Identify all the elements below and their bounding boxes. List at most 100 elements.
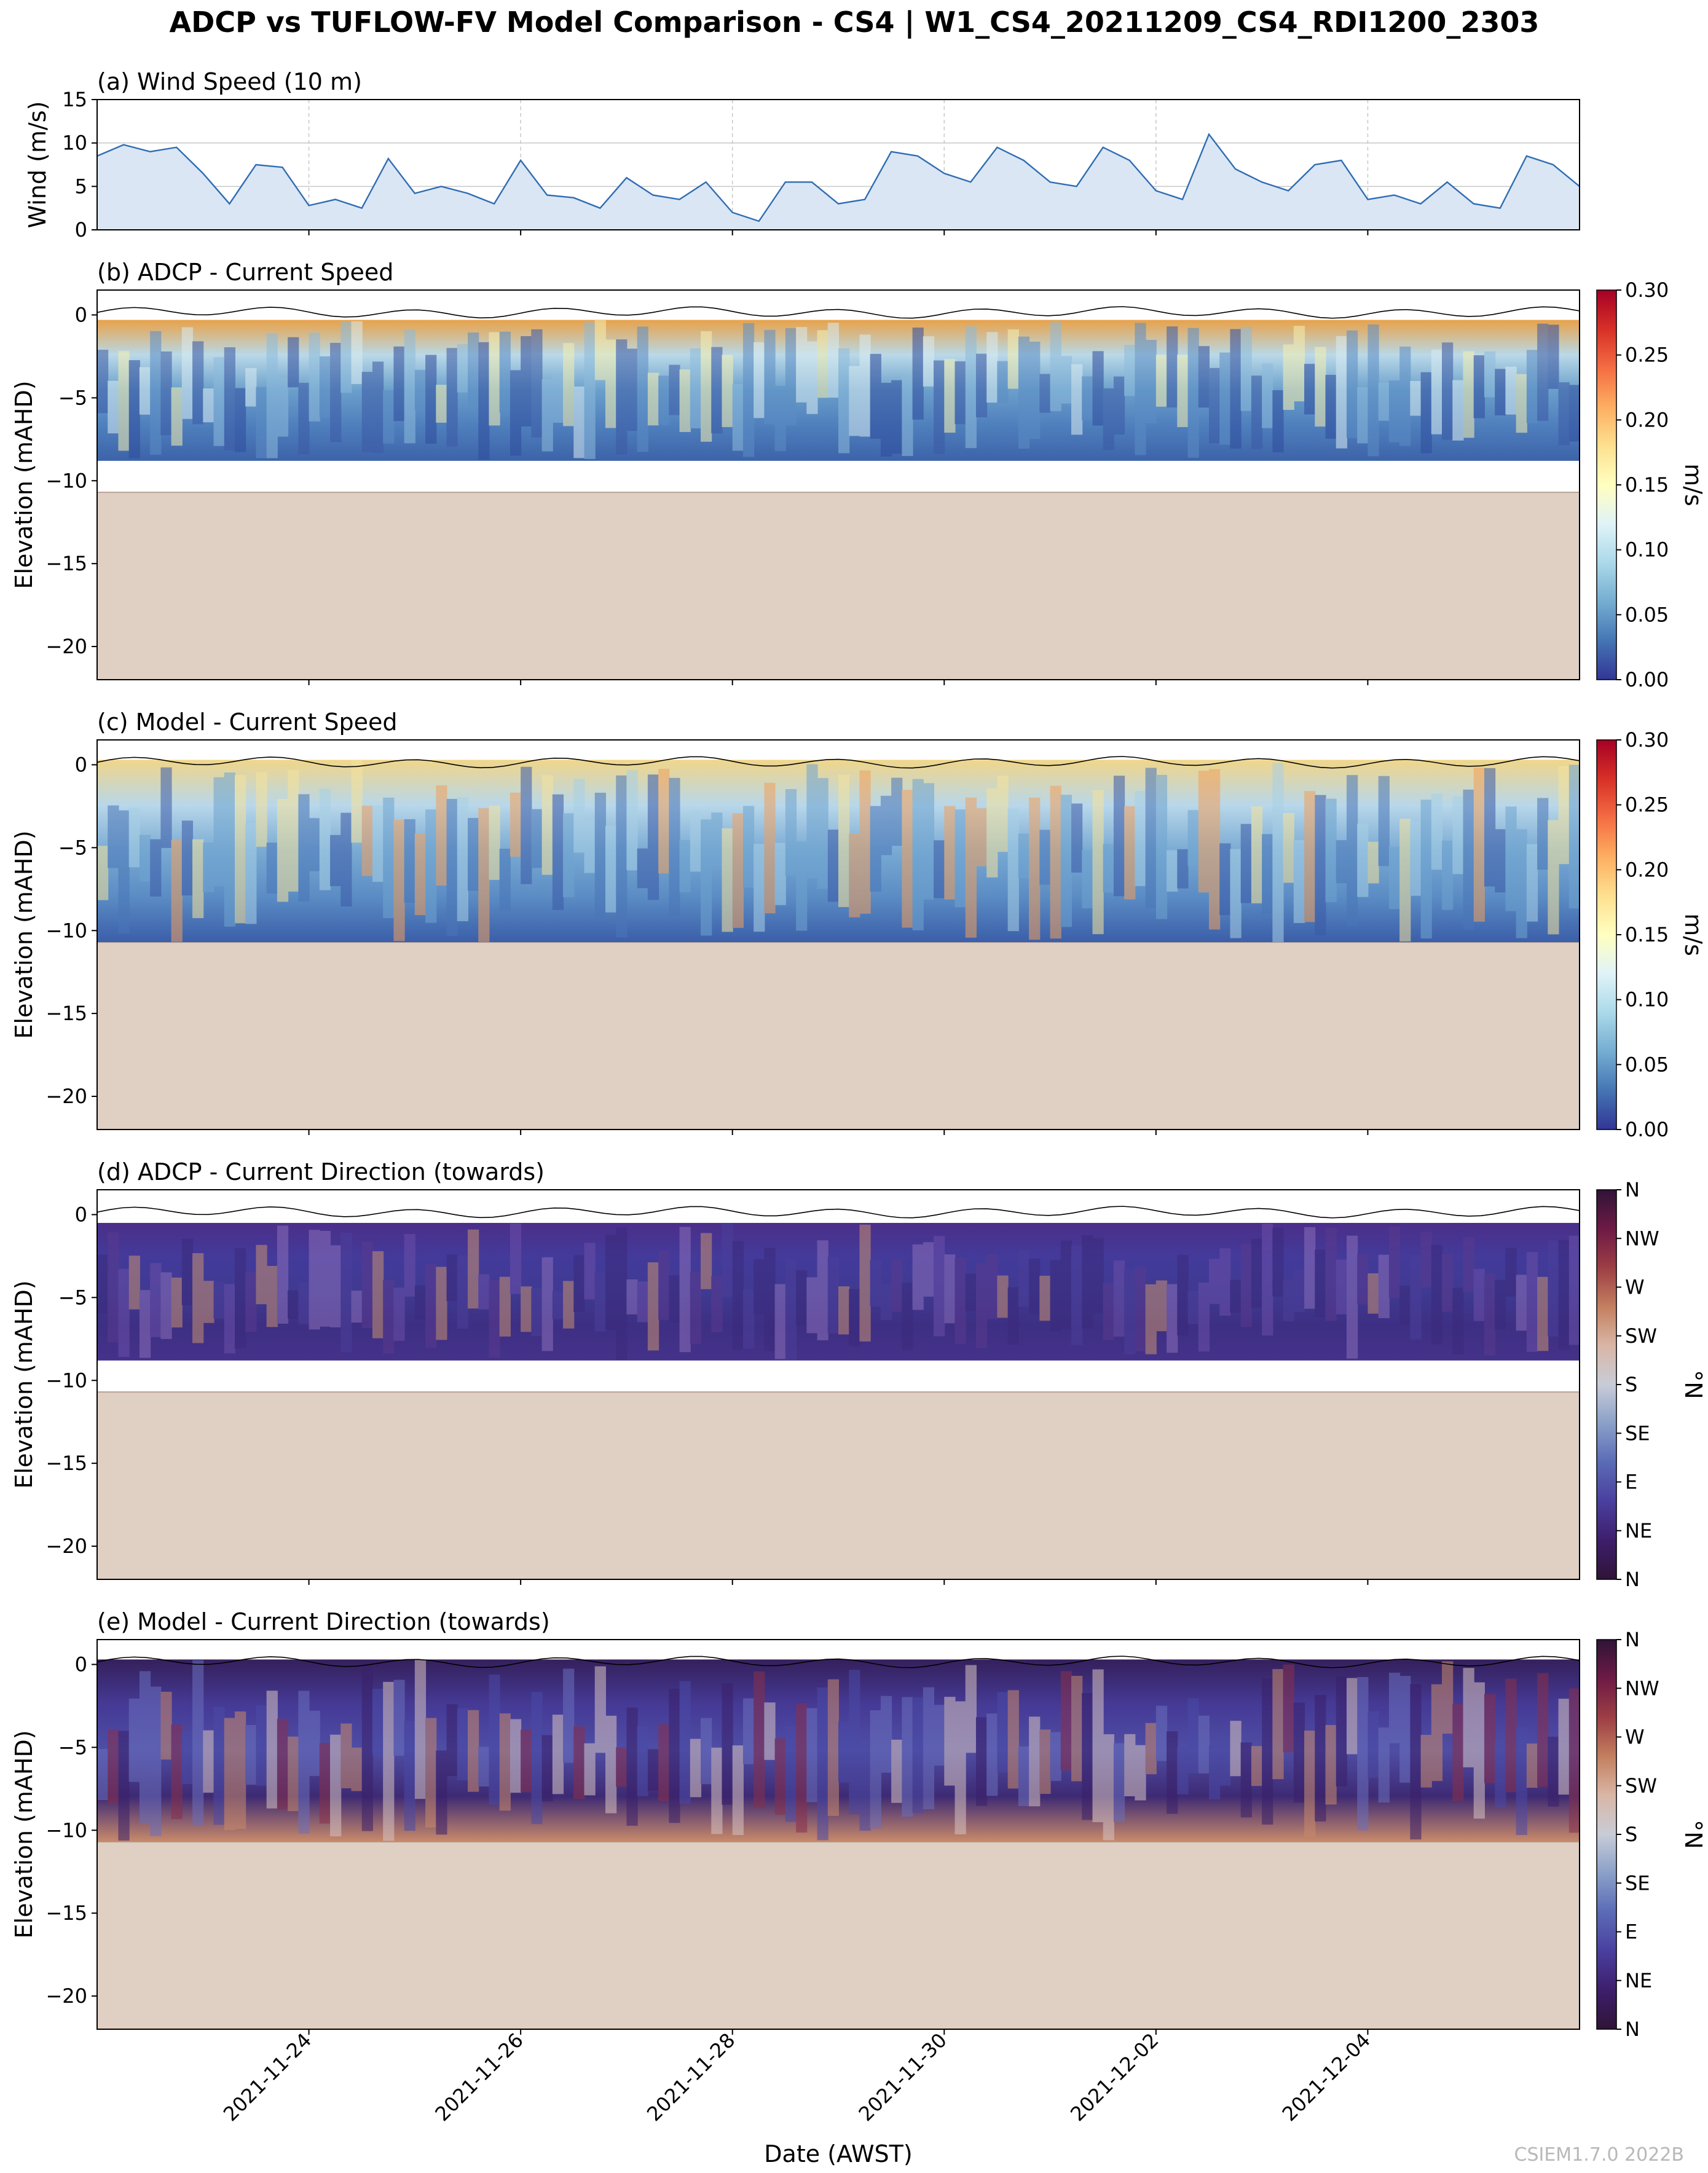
heatmap-cell (1548, 820, 1559, 935)
heatmap-cell (817, 1240, 828, 1341)
heatmap-cell (1357, 823, 1369, 897)
heatmap-cell (234, 1711, 246, 1829)
heatmap-cell (97, 350, 109, 414)
heatmap-cell (1537, 1276, 1549, 1351)
heatmap-cell (1420, 800, 1432, 939)
heatmap-cell (436, 785, 447, 886)
heatmap-cell (1463, 1237, 1474, 1292)
heatmap-cell (954, 1701, 966, 1834)
heatmap-cell (1420, 1735, 1432, 1788)
heatmap-cell (1431, 1244, 1443, 1345)
heatmap-cell (1537, 323, 1549, 421)
heatmap-cell (351, 1747, 363, 1791)
heatmap-cell (393, 346, 405, 422)
heatmap-cell (605, 1235, 617, 1330)
heatmap-cell (891, 380, 903, 454)
heatmap-cell (128, 808, 140, 868)
heatmap-cell (478, 1747, 490, 1787)
heatmap-cell (732, 384, 744, 451)
heatmap-cell (1526, 350, 1538, 423)
heatmap-cell (934, 360, 945, 454)
heatmap-cell (1018, 1747, 1030, 1806)
heatmap-cell (1495, 369, 1506, 415)
heatmap-cell (266, 333, 278, 458)
heatmap-cell (1007, 1690, 1019, 1789)
heatmap-cell (1473, 355, 1485, 418)
heatmap-cell (796, 327, 808, 403)
heatmap-cell (139, 1290, 151, 1358)
heatmap-cell (1251, 806, 1263, 903)
heatmap-cell (891, 777, 903, 846)
colorbar-tick-label: SE (1625, 1421, 1650, 1445)
y-tick-label: 0 (75, 1652, 87, 1676)
heatmap-cell (478, 1274, 490, 1310)
water-surface-line (96, 756, 1580, 769)
heatmap-cell (880, 795, 892, 855)
heatmap-cell (1262, 363, 1273, 428)
heatmap-cell (224, 772, 235, 927)
heatmap-cell (309, 1710, 320, 1776)
heatmap-cell (1452, 1703, 1464, 1801)
heatmap-cell (1399, 1676, 1411, 1783)
heatmap-cell (754, 342, 765, 418)
heatmap-cell (414, 1285, 427, 1320)
heatmap-cell (531, 1692, 543, 1825)
colorbar-tick-label: 0.25 (1625, 344, 1669, 367)
heatmap-cell (1484, 351, 1496, 398)
heatmap-cell (108, 1232, 119, 1343)
heatmap-cell (160, 1272, 172, 1339)
heatmap-cell (1272, 390, 1284, 453)
heatmap-cell (1167, 1284, 1178, 1353)
heatmap-cell (690, 811, 702, 872)
heatmap-cell (521, 1286, 532, 1332)
heatmap-cell (309, 332, 320, 422)
heatmap-cell (658, 375, 670, 425)
heatmap-cell (1283, 1279, 1294, 1322)
heatmap-cell (150, 331, 162, 455)
heatmap-cell (383, 390, 395, 444)
heatmap-cell (658, 1251, 670, 1320)
heatmap-cell (1092, 1669, 1104, 1823)
heatmap-cell (298, 383, 310, 455)
heatmap-cell (383, 1279, 395, 1354)
heatmap-cell (372, 805, 384, 882)
heatmap-cell (806, 341, 818, 414)
panel-e-yticks: 0 −5 −10 −15 −20 (45, 1652, 97, 2008)
heatmap-cell (986, 788, 998, 878)
heatmap-cell (224, 1718, 235, 1830)
heatmap-cell (383, 797, 395, 919)
heatmap-cell (1219, 1734, 1231, 1786)
heatmap-cell (1346, 1235, 1358, 1359)
heatmap-cell (1304, 1731, 1316, 1837)
colorbar-tick-label: 0.10 (1625, 988, 1669, 1012)
heatmap-cell (732, 1745, 744, 1836)
heatmap-cell (986, 332, 998, 403)
panel-c-frame (96, 739, 1580, 1130)
heatmap-cell (457, 1255, 468, 1329)
heatmap-cell (774, 843, 786, 905)
heatmap-cell (1420, 372, 1432, 454)
panel-adcp-direction: (d) ADCP - Current Direction (towards) E… (10, 1158, 1707, 1591)
heatmap-cell (923, 336, 935, 387)
panel-b-xticks (308, 680, 1369, 685)
heatmap-cell (266, 1691, 278, 1809)
heatmap-cell (1325, 1725, 1337, 1805)
heatmap-cell (319, 788, 331, 890)
heatmap-cell (213, 357, 225, 446)
heatmap-cell (742, 323, 755, 457)
heatmap-cell (288, 1290, 299, 1319)
heatmap-cell (912, 779, 924, 930)
panel-model-speed: (c) Model - Current Speed Elevation (mAH… (10, 709, 1707, 1141)
heatmap-cell (1526, 844, 1538, 922)
colorbar-tick-label: NW (1625, 1676, 1659, 1700)
heatmap-cell (521, 1729, 532, 1793)
heatmap-cell (701, 1718, 712, 1785)
heatmap-cell (1187, 810, 1199, 866)
heatmap-cell (1262, 1678, 1273, 1825)
heatmap-cell (1145, 768, 1157, 908)
heatmap-cell (975, 1717, 988, 1806)
heatmap-cell (309, 1230, 320, 1330)
heatmap-cell (722, 1223, 733, 1297)
heatmap-cell (785, 1259, 797, 1361)
heatmap-cell (1092, 1238, 1104, 1314)
